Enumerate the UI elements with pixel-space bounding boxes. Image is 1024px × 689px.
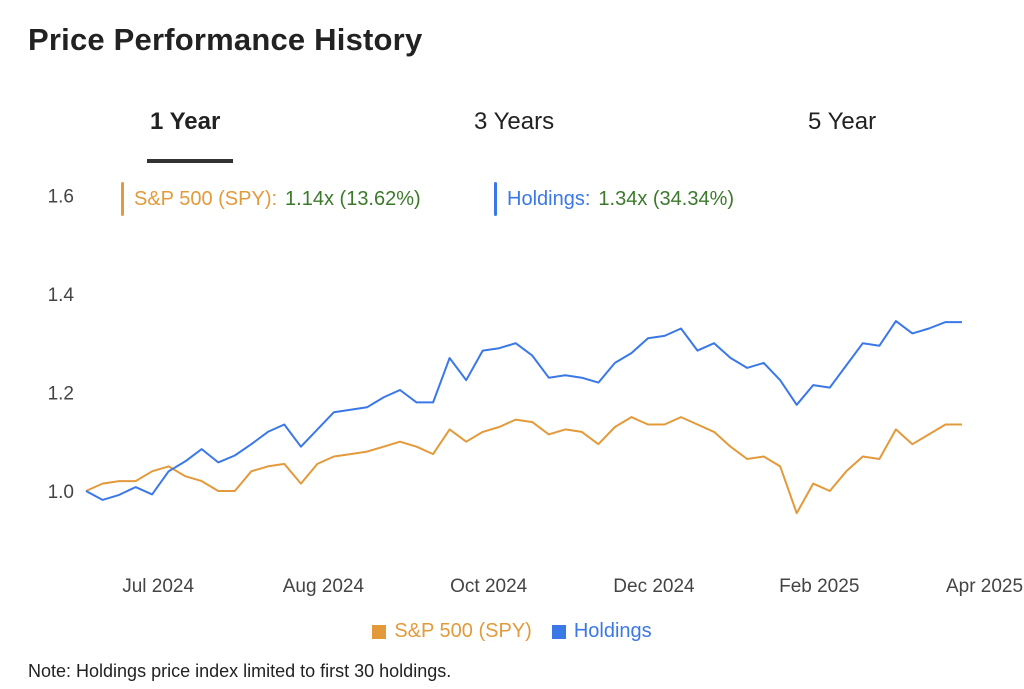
tab-5-year[interactable]: 5 Year	[808, 108, 877, 135]
active-tab-underline	[147, 159, 233, 163]
legend-item-holdings-label: Holdings	[573, 620, 652, 642]
series-line-holdings[interactable]	[85, 320, 962, 501]
y-tick-label: 1.0	[48, 482, 74, 503]
x-tick-label: Apr 2025	[946, 576, 1023, 597]
legend-spy: S&P 500 (SPY): 1.14x (13.62%)	[121, 182, 421, 216]
chart-legend: S&P 500 (SPY) Holdings	[0, 620, 1024, 643]
legend-holdings: Holdings: 1.34x (34.34%)	[494, 182, 734, 216]
x-tick-label: Oct 2024	[450, 576, 528, 597]
holdings-legend-value: 1.34x (34.34%)	[598, 187, 735, 210]
y-tick-label: 1.4	[48, 285, 75, 306]
tab-1-year[interactable]: 1 Year	[150, 108, 221, 135]
holdings-marker	[494, 182, 497, 216]
legend-item-spy[interactable]: S&P 500 (SPY)	[372, 620, 532, 643]
spy-swatch	[372, 624, 387, 639]
x-tick-label: Dec 2024	[613, 576, 695, 597]
y-tick-label: 1.2	[48, 384, 74, 405]
period-tabs: 1 Year 3 Years 5 Year	[0, 108, 1024, 164]
x-tick-label: Aug 2024	[283, 576, 365, 597]
footnote: Note: Holdings price index limited to fi…	[28, 661, 452, 681]
series-line-spy[interactable]	[85, 416, 962, 515]
tab-3-years[interactable]: 3 Years	[474, 108, 555, 135]
spy-marker	[121, 182, 124, 216]
spy-legend-label: S&P 500 (SPY):	[134, 187, 278, 210]
spy-legend-value: 1.14x (13.62%)	[285, 187, 421, 210]
holdings-swatch	[551, 624, 566, 639]
legend-item-holdings[interactable]: Holdings	[551, 620, 652, 643]
x-tick-label: Jul 2024	[122, 576, 194, 597]
page-title: Price Performance History	[28, 22, 423, 57]
legend-item-spy-label: S&P 500 (SPY)	[394, 620, 532, 642]
holdings-legend-label: Holdings:	[507, 187, 591, 210]
x-tick-label: Feb 2025	[779, 576, 859, 597]
y-tick-label: 1.6	[48, 187, 74, 208]
